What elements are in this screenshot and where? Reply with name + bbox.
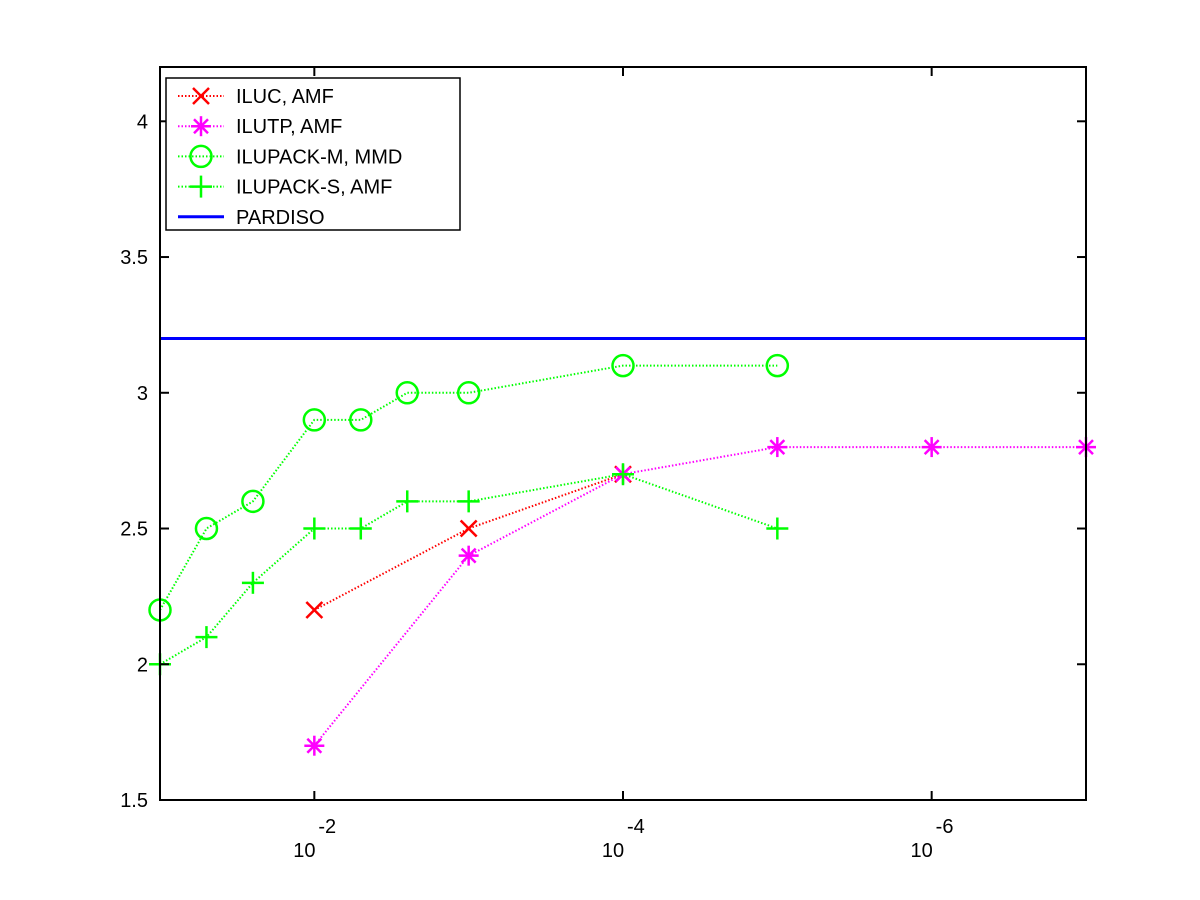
legend-label: ILUC, AMF bbox=[236, 86, 334, 108]
y-tick-label: 4 bbox=[137, 111, 148, 133]
series-line bbox=[159, 473, 778, 666]
data-point bbox=[458, 545, 479, 566]
data-point bbox=[241, 489, 265, 514]
series-line bbox=[313, 446, 1086, 747]
data-point bbox=[767, 437, 788, 458]
data-point bbox=[241, 571, 264, 594]
y-tick-label: 1.5 bbox=[120, 790, 148, 812]
series-line bbox=[313, 473, 624, 611]
legend-entry: ILUC, AMF bbox=[178, 86, 334, 108]
series-3 bbox=[149, 463, 789, 676]
data-point bbox=[921, 437, 942, 458]
data-point bbox=[305, 601, 324, 619]
legend-marker bbox=[190, 175, 212, 198]
y-tick-label: 3.5 bbox=[120, 247, 148, 269]
data-point bbox=[766, 517, 789, 540]
legend-entry: ILUTP, AMF bbox=[178, 116, 342, 138]
legend-entry: ILUPACK-M, MMD bbox=[178, 144, 402, 169]
legend-marker bbox=[192, 87, 210, 105]
legend-marker bbox=[191, 116, 211, 137]
data-point bbox=[194, 516, 219, 541]
data-point bbox=[612, 463, 634, 486]
data-point bbox=[303, 517, 326, 540]
legend-entry: PARDISO bbox=[178, 207, 325, 229]
legend-label: ILUPACK-M, MMD bbox=[236, 146, 402, 168]
series-1 bbox=[304, 437, 1096, 756]
data-point bbox=[304, 735, 325, 756]
x-tick-label-exponent: -4 bbox=[627, 816, 645, 838]
data-point bbox=[302, 408, 327, 432]
y-tick-label: 2.5 bbox=[120, 519, 148, 541]
legend-marker bbox=[189, 144, 213, 169]
x-tick-label-base: 10 bbox=[602, 840, 624, 862]
y-tick-label: 3 bbox=[137, 383, 148, 405]
data-point bbox=[396, 490, 419, 513]
series-layer bbox=[148, 337, 1096, 756]
data-point bbox=[765, 353, 790, 378]
data-point bbox=[195, 626, 218, 649]
data-point bbox=[349, 517, 372, 540]
data-point bbox=[611, 353, 635, 378]
y-tick-label: 2 bbox=[137, 654, 148, 676]
data-point bbox=[349, 408, 373, 432]
data-point bbox=[395, 381, 420, 405]
x-tick-label-exponent: -2 bbox=[318, 816, 336, 838]
legend-label: PARDISO bbox=[236, 207, 325, 229]
x-tick-label-base: 10 bbox=[911, 840, 933, 862]
legend-box bbox=[165, 77, 461, 231]
series-line bbox=[159, 364, 778, 611]
data-point bbox=[459, 519, 478, 538]
data-point bbox=[457, 490, 480, 513]
legend-label: ILUTP, AMF bbox=[236, 116, 342, 138]
legend-entry: ILUPACK-S, AMF bbox=[178, 175, 392, 199]
data-point bbox=[456, 381, 481, 405]
series-2 bbox=[148, 353, 790, 622]
x-tick-label-base: 10 bbox=[293, 840, 315, 862]
legend: ILUC, AMF ILUTP, AMF ILUPACK-M, MMD ILUPACK… bbox=[165, 77, 461, 231]
legend-label: ILUPACK-S, AMF bbox=[236, 177, 392, 199]
x-tick-label-exponent: -6 bbox=[936, 816, 954, 838]
